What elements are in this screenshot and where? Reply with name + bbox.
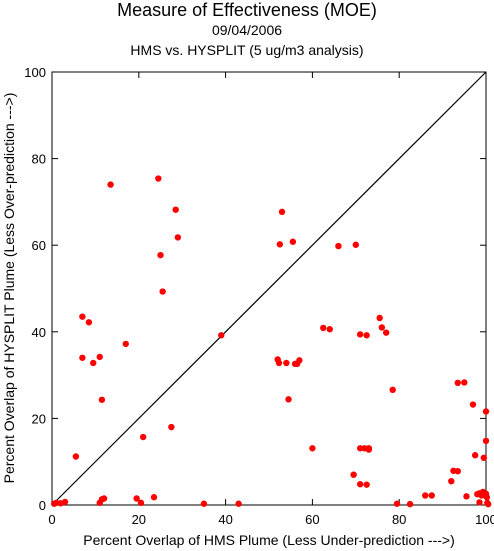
x-tick-label: 0 (48, 512, 55, 527)
data-point (382, 329, 390, 336)
data-point (137, 499, 145, 507)
data-point (356, 331, 364, 338)
y-tick-label: 40 (32, 325, 46, 340)
data-point (155, 175, 162, 182)
data-point (482, 437, 490, 445)
data-point (363, 481, 370, 488)
data-point (72, 453, 80, 460)
y-axis-label: Percent Overlap of HYSPLIT Plume (Less O… (1, 93, 17, 484)
data-point (320, 324, 327, 332)
data-point (393, 500, 401, 507)
x-tick-label: 80 (392, 512, 406, 527)
data-point (200, 500, 208, 507)
y-tick-label: 100 (24, 65, 46, 80)
x-axis-label: Percent Overlap of HMS Plume (Less Under… (83, 532, 455, 548)
data-point (378, 324, 386, 331)
data-point (461, 379, 468, 386)
data-point (350, 471, 357, 478)
data-point (389, 386, 396, 394)
data-point (376, 314, 383, 322)
data-point (218, 332, 225, 339)
data-point (159, 288, 166, 295)
data-point (61, 498, 69, 506)
data-point (476, 499, 483, 506)
x-tick-label: 60 (305, 512, 319, 527)
data-point (454, 379, 461, 387)
data-point (85, 319, 93, 326)
data-point (98, 396, 106, 403)
data-point (172, 206, 179, 213)
data-point (100, 495, 108, 502)
chart-title: Measure of Effectiveness (MOE) (117, 0, 377, 20)
data-point (276, 241, 284, 248)
data-point (174, 234, 182, 241)
x-tick-label: 20 (132, 512, 146, 527)
data-point (463, 493, 470, 500)
data-point (168, 423, 175, 431)
data-point (96, 353, 103, 361)
data-point (157, 251, 164, 259)
data-point (365, 446, 373, 453)
data-point (484, 500, 492, 508)
data-point (326, 326, 333, 333)
data-point (150, 494, 158, 501)
data-point (483, 494, 491, 501)
data-point (296, 357, 303, 364)
data-point (363, 332, 370, 339)
data-point (79, 354, 86, 361)
data-point (285, 396, 292, 403)
y-tick-label: 80 (32, 152, 46, 167)
data-point (289, 238, 297, 245)
y-tick-label: 60 (32, 238, 46, 253)
x-tick-label: 100 (475, 512, 494, 527)
chart-date: 09/04/2006 (211, 22, 283, 38)
data-point (283, 359, 290, 367)
data-point (356, 481, 364, 488)
data-point (469, 401, 477, 408)
data-point (448, 477, 455, 485)
y-tick-label: 0 (39, 498, 46, 513)
data-point (133, 495, 140, 502)
reference-diagonal-line (51, 71, 487, 506)
data-point (422, 492, 429, 499)
data-point (406, 500, 414, 508)
data-point (278, 208, 286, 216)
x-tick-label: 40 (218, 512, 232, 527)
data-point (275, 359, 283, 367)
data-point (352, 241, 359, 248)
data-point (480, 454, 488, 462)
plot-frame (51, 71, 487, 506)
data-point (309, 445, 316, 452)
data-point (471, 452, 479, 459)
data-point (79, 313, 86, 320)
data-point (235, 500, 242, 507)
data-point (107, 181, 114, 188)
y-tick-label: 20 (32, 411, 46, 426)
data-point (139, 433, 147, 441)
data-point (335, 242, 342, 250)
data-point (482, 408, 490, 415)
data-point (428, 492, 435, 499)
data-point (90, 359, 97, 367)
data-point (454, 468, 461, 475)
chart-subtitle: HMS vs. HYSPLIT (5 ug/m3 analysis) (130, 42, 364, 58)
data-point (122, 340, 129, 348)
